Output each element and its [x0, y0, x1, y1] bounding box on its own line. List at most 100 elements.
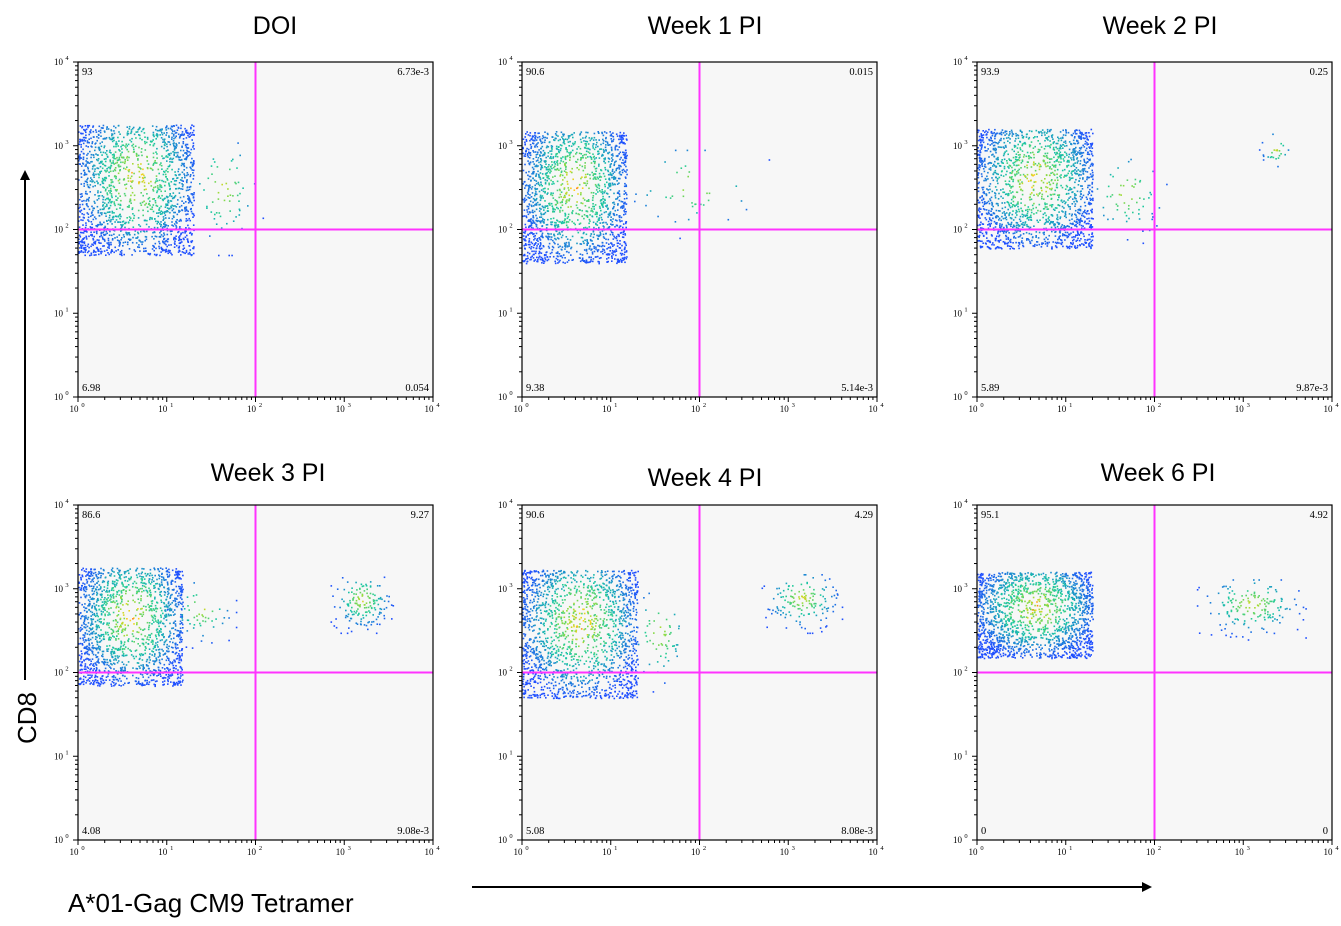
event-dot [1023, 154, 1026, 156]
event-dot [986, 150, 988, 152]
event-dot [555, 200, 558, 202]
event-dot [131, 191, 134, 194]
event-dot [547, 207, 549, 210]
event-dot [112, 156, 114, 159]
event-dot [174, 237, 176, 239]
event-dot [530, 196, 533, 198]
event-dot [174, 145, 177, 148]
event-dot [90, 245, 92, 248]
event-dot [524, 136, 526, 138]
event-dot [590, 162, 593, 164]
event-dot [101, 182, 104, 184]
event-dot [1000, 247, 1002, 249]
event-dot [536, 201, 539, 204]
event-dot [530, 180, 532, 182]
event-dot [530, 188, 533, 190]
event-dot [1004, 193, 1007, 196]
event-dot [562, 254, 565, 256]
event-dot [593, 132, 596, 135]
event-dot [176, 213, 179, 216]
event-dot [557, 237, 560, 240]
event-dot [100, 161, 103, 163]
event-dot [1082, 144, 1084, 147]
event-dot [1053, 161, 1056, 163]
event-dot [170, 195, 173, 198]
event-dot [578, 152, 581, 155]
event-dot [620, 231, 623, 234]
event-dot [1036, 244, 1038, 246]
event-dot [1065, 130, 1067, 132]
event-dot [983, 208, 986, 211]
event-dot [1005, 133, 1008, 135]
axis-ticks [73, 61, 434, 402]
event-dot [1086, 157, 1089, 160]
event-dot [92, 180, 94, 182]
event-dot [129, 217, 132, 219]
event-dot [557, 259, 559, 261]
event-dot [175, 151, 177, 154]
event-dot [175, 144, 178, 146]
event-dot [624, 213, 627, 215]
event-dot [605, 242, 608, 244]
event-dot [540, 183, 542, 186]
event-dot [532, 211, 534, 214]
event-dot [91, 223, 93, 225]
event-dot [155, 235, 158, 238]
event-dot [140, 173, 143, 176]
event-dot [620, 136, 622, 139]
event-dot [1083, 159, 1086, 162]
event-dot [106, 249, 108, 251]
event-dot [144, 142, 146, 145]
event-dot [533, 210, 536, 213]
event-dot [614, 236, 616, 239]
event-dot [535, 180, 538, 182]
event-dot [91, 233, 93, 236]
event-dot [99, 142, 101, 145]
event-dot [1009, 190, 1011, 192]
event-dot [124, 145, 126, 147]
event-dot [536, 217, 538, 220]
event-dot [171, 136, 173, 139]
y-tick-label: 10 [498, 225, 508, 235]
event-dot [557, 139, 560, 142]
event-dot [1088, 132, 1090, 134]
event-dot [131, 207, 134, 209]
event-dot [538, 204, 540, 206]
event-dot [1070, 214, 1073, 217]
event-dot [984, 202, 986, 205]
event-dot [585, 140, 587, 143]
event-dot [88, 138, 90, 140]
event-dot [556, 167, 559, 170]
event-dot [89, 180, 92, 182]
event-dot [162, 157, 164, 160]
quadrant-lower-left: 6.98 [82, 383, 100, 394]
event-dot [993, 149, 995, 151]
event-dot [1050, 158, 1053, 160]
event-dot [981, 199, 983, 201]
event-dot [1059, 146, 1061, 148]
event-dot [110, 129, 113, 132]
event-dot [611, 160, 613, 162]
event-dot [594, 204, 597, 206]
event-dot [545, 254, 547, 256]
event-dot [531, 135, 534, 137]
event-dot [1001, 212, 1004, 214]
x-tick-label: 10 [247, 404, 257, 414]
event-dot [530, 226, 533, 229]
event-dot [155, 162, 158, 164]
event-dot [626, 154, 628, 157]
event-dot [192, 196, 195, 198]
event-dot [596, 224, 599, 226]
event-dot [563, 176, 566, 179]
event-dot [1072, 231, 1075, 233]
event-dot [617, 260, 619, 263]
quadrant-upper-left: 93 [82, 67, 93, 78]
event-dot [598, 187, 600, 190]
event-dot [1041, 243, 1043, 246]
event-dot [623, 253, 626, 256]
event-dot [621, 220, 623, 222]
event-dot [540, 147, 542, 150]
event-dot [585, 248, 588, 251]
event-dot [576, 201, 578, 203]
event-dot [174, 243, 176, 245]
